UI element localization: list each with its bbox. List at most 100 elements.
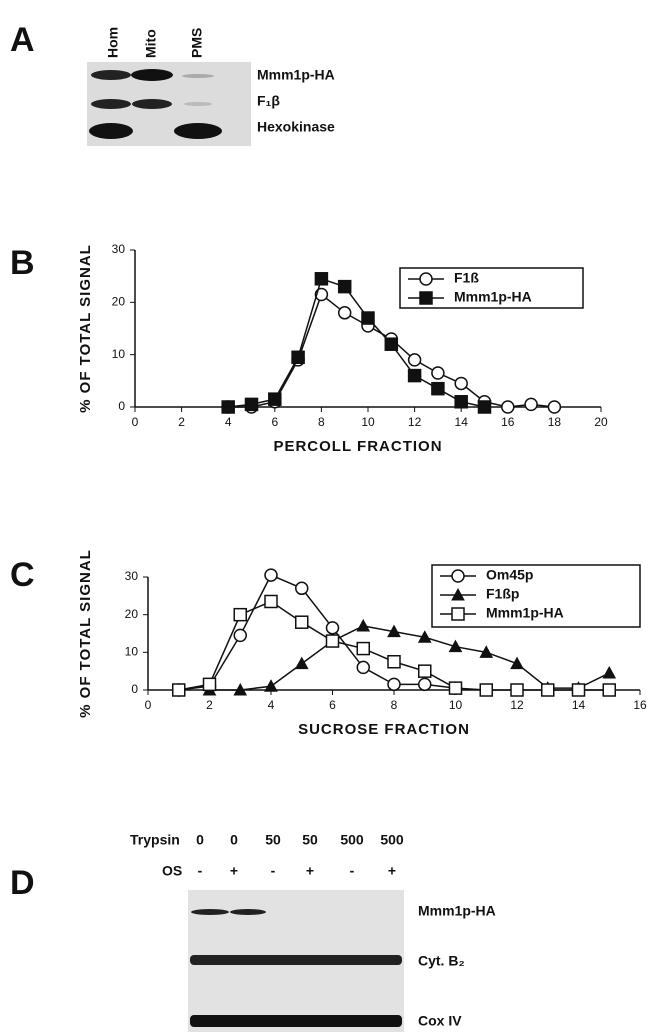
band: [191, 909, 229, 915]
legend-label: Mmm1p-HA: [454, 289, 532, 305]
os-value: +: [388, 863, 396, 879]
y-tick-label: 10: [125, 645, 139, 659]
point: [315, 273, 327, 285]
panel-letter: C: [10, 556, 35, 594]
panel-letter: D: [10, 864, 35, 902]
point: [265, 569, 277, 581]
x-tick-label: 14: [572, 698, 586, 712]
point: [234, 609, 246, 621]
x-tick-label: 18: [548, 415, 562, 429]
point: [265, 680, 277, 691]
trypsin-value: 0: [230, 832, 238, 848]
point: [357, 620, 369, 631]
trypsin-value: 0: [196, 832, 204, 848]
band-label: Mmm1p-HA: [257, 67, 335, 83]
point: [246, 398, 258, 410]
point: [296, 658, 308, 669]
trypsin-value: 50: [302, 832, 318, 848]
point: [450, 641, 462, 652]
point: [269, 393, 281, 405]
point: [432, 383, 444, 395]
point: [265, 595, 277, 607]
point: [388, 678, 400, 690]
point: [296, 582, 308, 594]
band: [190, 1015, 402, 1027]
band: [230, 909, 266, 915]
x-tick-label: 6: [271, 415, 278, 429]
point: [409, 354, 421, 366]
band-label: F₁β: [257, 93, 280, 109]
x-tick-label: 16: [633, 698, 647, 712]
point: [502, 401, 514, 413]
band: [184, 102, 212, 106]
y-tick-label: 30: [112, 242, 126, 256]
legend-marker: [420, 292, 432, 304]
series-line: [210, 626, 610, 690]
point: [222, 401, 234, 413]
y-tick-label: 30: [125, 569, 139, 583]
x-tick-label: 2: [178, 415, 185, 429]
point: [357, 643, 369, 655]
page: { "panel_a": {"label": "A", "lanes": ["H…: [0, 0, 654, 1032]
trypsin-value: 500: [380, 832, 404, 848]
point: [455, 396, 467, 408]
os-value: -: [350, 863, 355, 879]
figure: A Hom Mito PMS Mmm1p-HA F₁β Hexokinase D…: [0, 0, 654, 1032]
band: [190, 955, 402, 965]
point: [296, 616, 308, 628]
point: [432, 367, 444, 379]
point: [292, 351, 304, 363]
band-label: Cox IV: [418, 1013, 462, 1029]
point: [409, 370, 421, 382]
point: [511, 658, 523, 669]
x-tick-label: 0: [132, 415, 139, 429]
point: [603, 667, 615, 678]
band: [131, 69, 173, 81]
point: [511, 684, 523, 696]
x-tick-label: 8: [318, 415, 325, 429]
lane-label: Mito: [143, 29, 159, 58]
band: [132, 99, 172, 109]
x-tick-label: 14: [455, 415, 469, 429]
band-label: Hexokinase: [257, 119, 335, 135]
legend-marker: [452, 608, 464, 620]
band-label: Cyt. B₂: [418, 953, 465, 969]
band: [174, 123, 222, 139]
os-value: -: [198, 863, 203, 879]
trypsin-value: 50: [265, 832, 281, 848]
point: [603, 684, 615, 696]
x-tick-label: 6: [329, 698, 336, 712]
legend-label: F1ßp: [486, 586, 519, 602]
lane-label: Hom: [105, 27, 121, 58]
point: [573, 684, 585, 696]
point: [327, 622, 339, 634]
point: [542, 684, 554, 696]
x-tick-label: 10: [361, 415, 375, 429]
point: [450, 682, 462, 694]
x-tick-label: 20: [594, 415, 608, 429]
y-tick-label: 20: [125, 607, 139, 621]
x-tick-label: 10: [449, 698, 463, 712]
y-axis-title: % OF TOTAL SIGNAL: [77, 244, 94, 413]
x-tick-label: 8: [391, 698, 398, 712]
legend-label: Om45p: [486, 567, 533, 583]
x-tick-label: 12: [408, 415, 422, 429]
x-tick-label: 4: [225, 415, 232, 429]
x-axis-title: PERCOLL FRACTION: [273, 438, 442, 455]
band-label: Mmm1p-HA: [418, 903, 496, 919]
point: [385, 338, 397, 350]
x-tick-label: 16: [501, 415, 515, 429]
point: [204, 678, 216, 690]
x-tick-label: 0: [145, 698, 152, 712]
legend-marker: [452, 570, 464, 582]
point: [173, 684, 185, 696]
point: [339, 307, 351, 319]
panel-letter: A: [10, 21, 35, 59]
y-tick-label: 20: [112, 295, 126, 309]
point: [479, 401, 491, 413]
point: [548, 401, 560, 413]
band: [91, 70, 131, 80]
point: [480, 684, 492, 696]
lane-label: PMS: [189, 28, 205, 58]
x-tick-label: 2: [206, 698, 213, 712]
